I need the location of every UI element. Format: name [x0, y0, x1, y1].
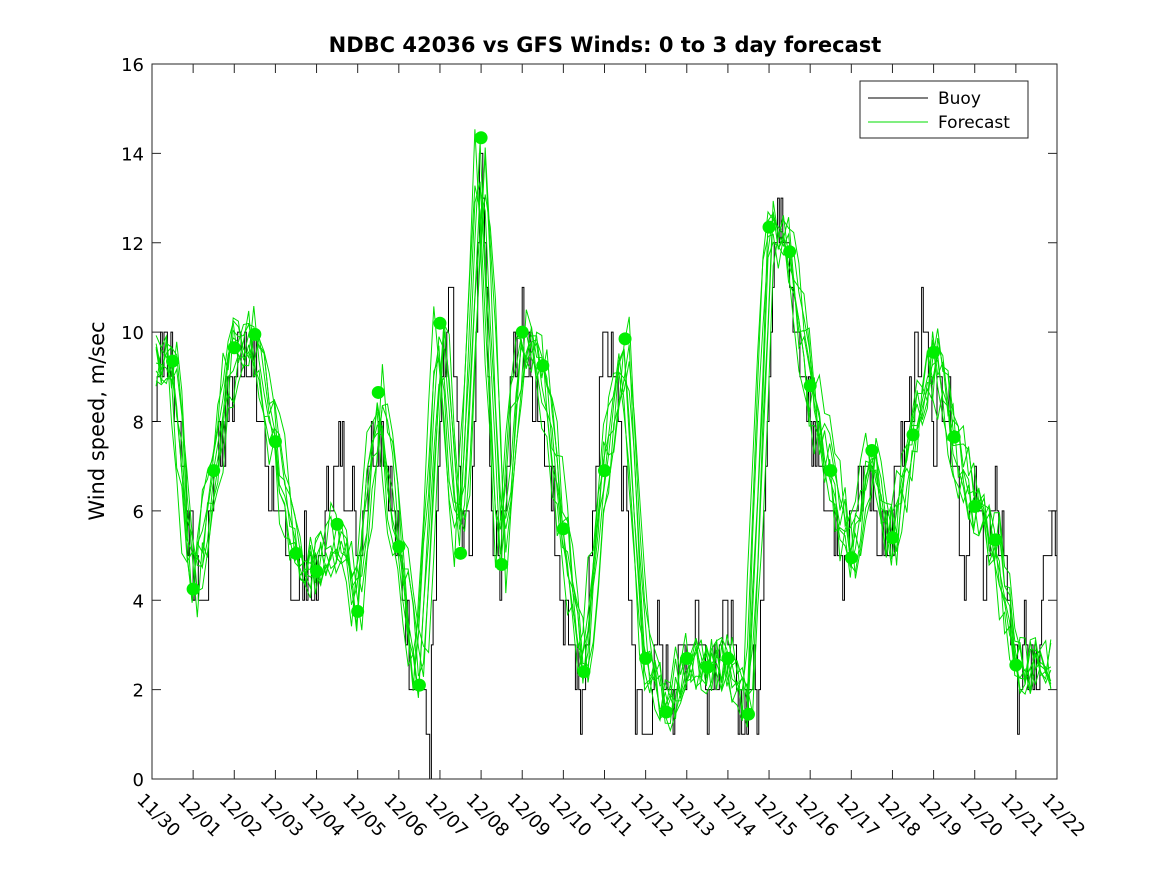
forecast-point: [412, 678, 426, 692]
forecast-point: [598, 464, 611, 478]
forecast-point: [783, 245, 797, 259]
forecast-point: [577, 665, 591, 679]
legend: Buoy Forecast: [859, 80, 1029, 139]
forecast-point: [844, 551, 858, 565]
legend-buoy-label: Buoy: [938, 89, 981, 109]
forecast-point: [515, 325, 529, 339]
forecast-point: [248, 327, 262, 341]
forecast-point: [495, 558, 509, 571]
forecast-point: [556, 522, 570, 536]
forecast-point: [824, 464, 838, 478]
forecast-point: [968, 499, 982, 513]
forecast-point: [268, 435, 282, 449]
forecast-point: [371, 385, 385, 399]
forecast-point: [741, 707, 755, 721]
forecast-point: [227, 341, 241, 355]
y-tick-label: 12: [121, 234, 144, 255]
forecast-point: [659, 705, 673, 719]
forecast-point: [927, 345, 941, 359]
series-buoy-line: [152, 152, 1057, 779]
forecast-point: [988, 533, 1002, 547]
forecast-point: [454, 546, 468, 560]
forecast-point: [1009, 658, 1023, 672]
y-tick-label: 10: [121, 323, 144, 344]
forecast-point: [207, 464, 221, 478]
forecast-point: [803, 379, 817, 393]
series-forecast-line: [155, 142, 1052, 721]
forecast-point: [947, 430, 961, 444]
y-tick-label: 14: [121, 144, 144, 165]
forecast-point: [310, 564, 324, 578]
y-axis-label: Wind speed, m/sec: [85, 321, 109, 520]
legend-box: [859, 80, 1029, 139]
forecast-point: [536, 359, 550, 373]
legend-forecast-label: Forecast: [938, 113, 1010, 133]
series-layer: [152, 129, 1057, 779]
y-tick-label: 8: [133, 413, 144, 434]
forecast-point: [639, 651, 653, 665]
forecast-point: [186, 582, 200, 596]
y-tick-label: 6: [133, 502, 144, 523]
forecast-points: [166, 131, 1023, 721]
plot-frame: [151, 63, 1058, 780]
forecast-point: [474, 131, 488, 145]
forecast-point: [433, 316, 447, 330]
forecast-point: [351, 604, 365, 618]
forecast-point: [166, 354, 180, 368]
y-tick-label: 2: [133, 681, 144, 702]
forecast-point: [700, 660, 714, 674]
y-tick-label: 4: [133, 591, 144, 612]
forecast-point: [618, 332, 632, 346]
series-forecast-line: [155, 129, 1052, 722]
forecast-point: [330, 517, 344, 531]
forecast-point: [762, 220, 776, 234]
forecast-point: [906, 428, 920, 442]
y-tick-label: 0: [133, 770, 144, 791]
y-tick-label: 16: [121, 55, 144, 76]
forecast-point: [721, 651, 735, 665]
forecast-point: [392, 540, 406, 554]
chart-title: NDBC 42036 vs GFS Winds: 0 to 3 day fore…: [329, 33, 882, 57]
forecast-point: [680, 651, 694, 665]
forecast-point: [865, 444, 879, 458]
series-forecast-line: [155, 181, 1052, 720]
forecast-point: [289, 546, 303, 560]
forecast-point: [885, 531, 899, 545]
